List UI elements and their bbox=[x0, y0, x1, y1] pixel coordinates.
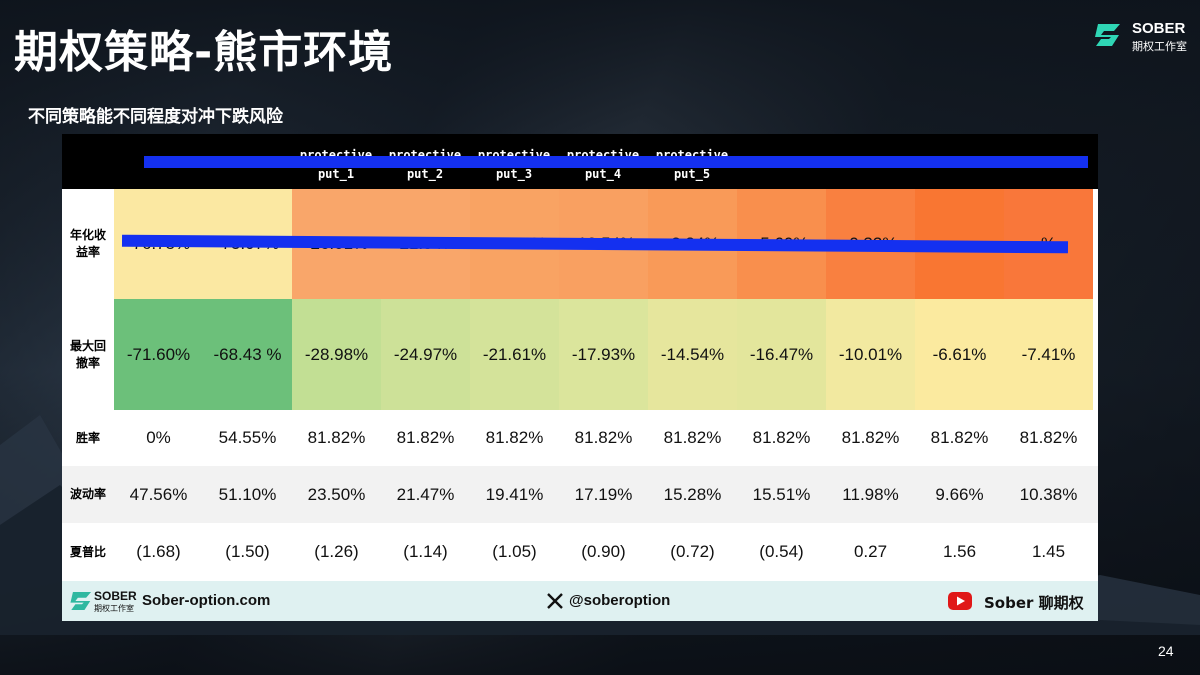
table-cell: -28.98% bbox=[292, 299, 381, 410]
table-cell: (1.68) bbox=[136, 542, 181, 561]
table-cell: 11.98% bbox=[842, 484, 899, 504]
table-cell: -16.47% bbox=[737, 299, 826, 410]
brand-sub: 期权工作室 bbox=[1132, 40, 1187, 53]
x-handle-link[interactable]: @soberoption bbox=[569, 592, 671, 609]
youtube-channel-link[interactable]: Sober 聊期权 bbox=[984, 594, 1084, 612]
footer-brand-name: SOBER bbox=[94, 589, 137, 603]
table-row bbox=[62, 523, 1098, 581]
table-cell: 81.82% bbox=[663, 428, 722, 447]
table-cell: -17.93% bbox=[559, 299, 648, 410]
table-cell: -10.01% bbox=[826, 299, 915, 410]
table-cell: 15.51% bbox=[752, 484, 811, 504]
row-label: 胜率 bbox=[75, 430, 100, 445]
table-cell: -68.43 % bbox=[203, 299, 292, 410]
youtube-icon bbox=[948, 592, 972, 610]
table-cell: 51.10% bbox=[218, 484, 277, 504]
table-cell: 1.45 bbox=[1031, 542, 1066, 561]
page-subtitle: 不同策略能不同程度对冲下跌风险 bbox=[28, 107, 283, 127]
table-cell: (1.50) bbox=[225, 542, 270, 561]
website-link[interactable]: Sober-option.com bbox=[142, 592, 271, 609]
table-cell: 81.82% bbox=[930, 428, 989, 447]
table-cell: -14.54% bbox=[648, 299, 737, 410]
brand-name: SOBER bbox=[1132, 20, 1186, 37]
x-logo-icon bbox=[547, 593, 563, 609]
table-cell: 81.82% bbox=[307, 428, 366, 447]
row-label: 最大回撤率 bbox=[69, 338, 106, 370]
table-cell: (0.72) bbox=[670, 542, 715, 561]
row-label: 波动率 bbox=[69, 487, 106, 501]
table-cell: 0% bbox=[146, 428, 171, 447]
table-cell: 0.27 bbox=[853, 542, 888, 561]
footer-brand-sub: 期权工作室 bbox=[94, 604, 134, 613]
table-cell: -6.61% bbox=[915, 299, 1004, 410]
table-cell: -21.61% bbox=[470, 299, 559, 410]
page-title: 期权策略-熊市环境 bbox=[14, 27, 394, 78]
table-cell: 1.56 bbox=[942, 542, 977, 561]
table-cell: (1.26) bbox=[314, 542, 359, 561]
table-cell: 17.19% bbox=[574, 484, 633, 504]
table-cell: 15.28% bbox=[663, 484, 722, 504]
redaction-bar-header bbox=[144, 156, 1088, 168]
table-cell: (0.90) bbox=[581, 542, 626, 561]
table-cell: -24.97% bbox=[381, 299, 470, 410]
table-cell: (1.05) bbox=[492, 542, 537, 561]
table-cell: 21.47% bbox=[396, 484, 455, 504]
table-row bbox=[62, 410, 1098, 466]
page-number: 24 bbox=[1158, 643, 1174, 659]
table-cell: 81.82% bbox=[574, 428, 633, 447]
strategy-table: protective put_1 protective put_2 protecti… bbox=[62, 134, 1098, 581]
row-label: 年化收益率 bbox=[69, 228, 106, 259]
table-row bbox=[62, 466, 1098, 523]
table-cell: 9.66% bbox=[935, 484, 984, 504]
table-header: protective put_1 protective put_2 protecti… bbox=[62, 134, 1098, 189]
table-cell: 81.82% bbox=[752, 428, 811, 447]
sober-logo-icon bbox=[1095, 24, 1120, 46]
table-cell: 81.82% bbox=[841, 428, 900, 447]
table-cell: 81.82% bbox=[396, 428, 455, 447]
table-cell: (1.14) bbox=[403, 542, 448, 561]
brand-logo: SOBER 期权工作室 bbox=[1092, 16, 1192, 56]
table-cell: -71.60% bbox=[114, 299, 203, 410]
table-cell: 23.50% bbox=[307, 484, 366, 504]
table-cell: 10.38% bbox=[1019, 484, 1078, 504]
table-cell: -7.41% bbox=[1004, 299, 1093, 410]
table-cell: 81.82% bbox=[1019, 428, 1078, 447]
table-cell: 47.56% bbox=[129, 484, 188, 504]
table-cell: (0.54) bbox=[759, 542, 804, 561]
footer-logo-icon bbox=[70, 591, 92, 611]
row-label: 夏普比 bbox=[69, 544, 106, 559]
table-cell: 54.55% bbox=[218, 428, 277, 447]
table-cell: 81.82% bbox=[485, 428, 544, 447]
table-cell: 19.41% bbox=[485, 484, 544, 504]
footer-bar: SOBER 期权工作室 Sober-option.com @soberoptio… bbox=[62, 581, 1098, 621]
